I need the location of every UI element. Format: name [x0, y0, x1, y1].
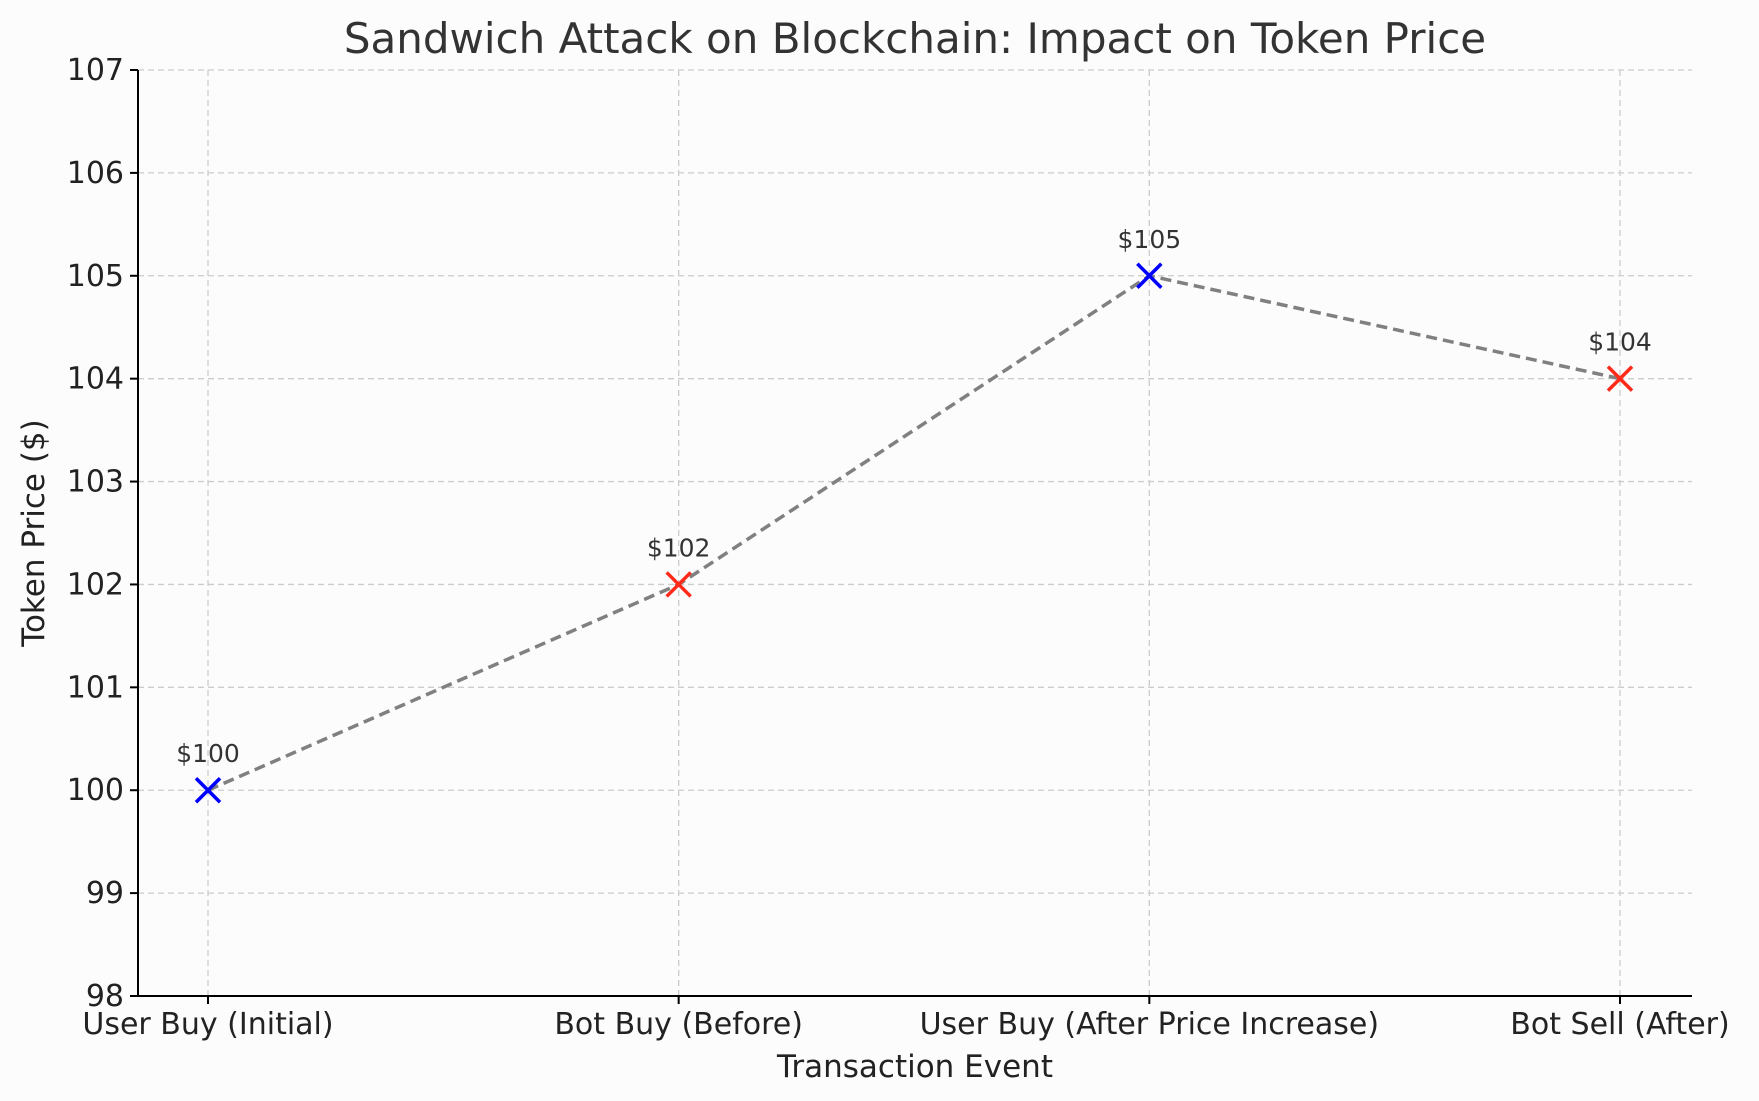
axes: [130, 69, 1692, 1004]
y-axis-label: Token Price ($): [16, 419, 52, 647]
y-tick-label: 104: [67, 362, 124, 397]
y-tick-label: 98: [86, 979, 124, 1014]
y-tick-label: 107: [67, 53, 124, 88]
data-label: $104: [1588, 328, 1652, 357]
data-label: $100: [176, 739, 240, 768]
y-tick-label: 99: [86, 876, 124, 911]
series: [194, 262, 1634, 804]
x-axis-label: Transaction Event: [776, 1049, 1053, 1085]
y-tick-label: 100: [67, 773, 124, 808]
data-point-marker: [665, 571, 692, 598]
grid: [138, 69, 1692, 997]
x-tick-label: User Buy (After Price Increase): [920, 1007, 1379, 1042]
series-line: [207, 273, 1621, 792]
data-point-marker: [1136, 262, 1163, 290]
chart-title: Sandwich Attack on Blockchain: Impact on…: [344, 14, 1486, 63]
data-point-marker: [1606, 365, 1634, 392]
data-point-marker: [194, 776, 222, 804]
y-tick-label: 101: [67, 670, 124, 705]
y-tick-label: 105: [67, 259, 124, 294]
y-tick-label: 106: [67, 156, 124, 191]
labels: 98 99 100 101 102 103 104 105 106 107 User Buy (In…: [67, 53, 1730, 1042]
marker-stroke: [665, 571, 692, 598]
y-tick-label: 102: [67, 567, 124, 602]
marker-stroke: [194, 776, 222, 804]
y-tick-label: 103: [67, 465, 124, 500]
x-tick-label: User Buy (Initial): [82, 1007, 333, 1042]
marker-stroke: [1606, 365, 1634, 392]
data-label: $102: [647, 533, 711, 562]
marker-stroke: [1136, 262, 1163, 290]
data-label: $105: [1118, 225, 1182, 254]
x-tick-label: Bot Buy (Before): [554, 1007, 803, 1042]
x-tick-label: Bot Sell (After): [1510, 1007, 1729, 1042]
